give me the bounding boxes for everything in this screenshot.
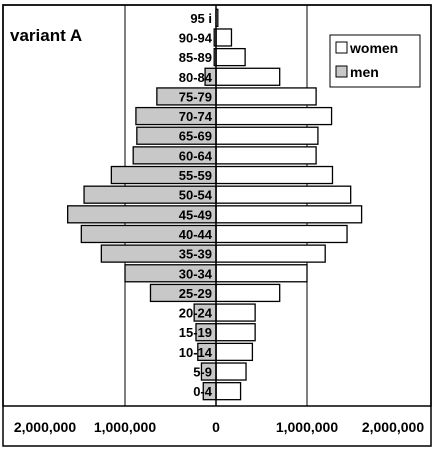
x-tick-label: 0 [212,419,220,435]
bar-women [215,303,256,322]
legend: women men [329,34,421,88]
x-tick-label: 1,000,000 [94,419,156,435]
category-label: 70-74 [179,109,213,124]
bars [67,8,363,401]
category-label: 35-39 [179,247,212,262]
x-tick-label: 2,000,000 [14,419,76,435]
bar-women [215,67,281,86]
legend-swatch-women [335,41,348,54]
category-label: 0-4 [193,384,213,399]
bar-women [215,106,333,126]
legend-swatch-men [335,65,348,78]
plot-area [2,4,432,407]
bar-women [215,28,233,47]
category-label: 5-9 [193,365,212,380]
bar-women [215,323,256,342]
legend-label-men: men [350,64,379,80]
category-label: 60-64 [179,148,213,163]
bar-women [215,126,319,145]
chart-title: variant A [10,26,82,45]
bar-women [215,205,363,224]
category-label: 65-69 [179,129,212,144]
category-label: 45-49 [179,207,212,222]
category-label: 20-24 [179,306,213,321]
category-label: 75-79 [179,89,212,104]
bar-women [215,87,317,106]
bar-women [215,342,254,362]
category-label: 85-89 [179,50,212,65]
category-label: 95 i [190,11,212,26]
category-labels: 95 i 90-94 85-89 80-84 75-79 70-74 65-69 60-64 5… [179,11,213,399]
bar-women [215,47,246,67]
category-label: 30-34 [179,266,213,281]
legend-label-women: women [349,40,398,56]
bar-women [215,382,242,401]
x-tick-label: 2,000,000 [362,419,424,435]
x-tick-label: 1,000,000 [276,419,338,435]
category-label: 15-19 [179,325,212,340]
bar-women [215,165,334,185]
bar-women [215,224,348,244]
bar-women [215,244,326,263]
bar-women [215,185,352,204]
category-label: 90-94 [179,30,213,45]
bar-women [215,146,317,165]
category-label: 40-44 [179,227,213,242]
x-axis-tick-labels: 2,000,000 1,000,000 0 1,000,000 2,000,000 [14,419,424,435]
category-label: 25-29 [179,286,212,301]
category-label: 80-84 [179,70,213,85]
bar-women [215,283,281,303]
category-label: 55-59 [179,168,212,183]
category-label: 10-14 [179,345,213,360]
category-label: 50-54 [179,188,213,203]
bar-women [215,362,247,381]
bar-women [215,264,308,283]
